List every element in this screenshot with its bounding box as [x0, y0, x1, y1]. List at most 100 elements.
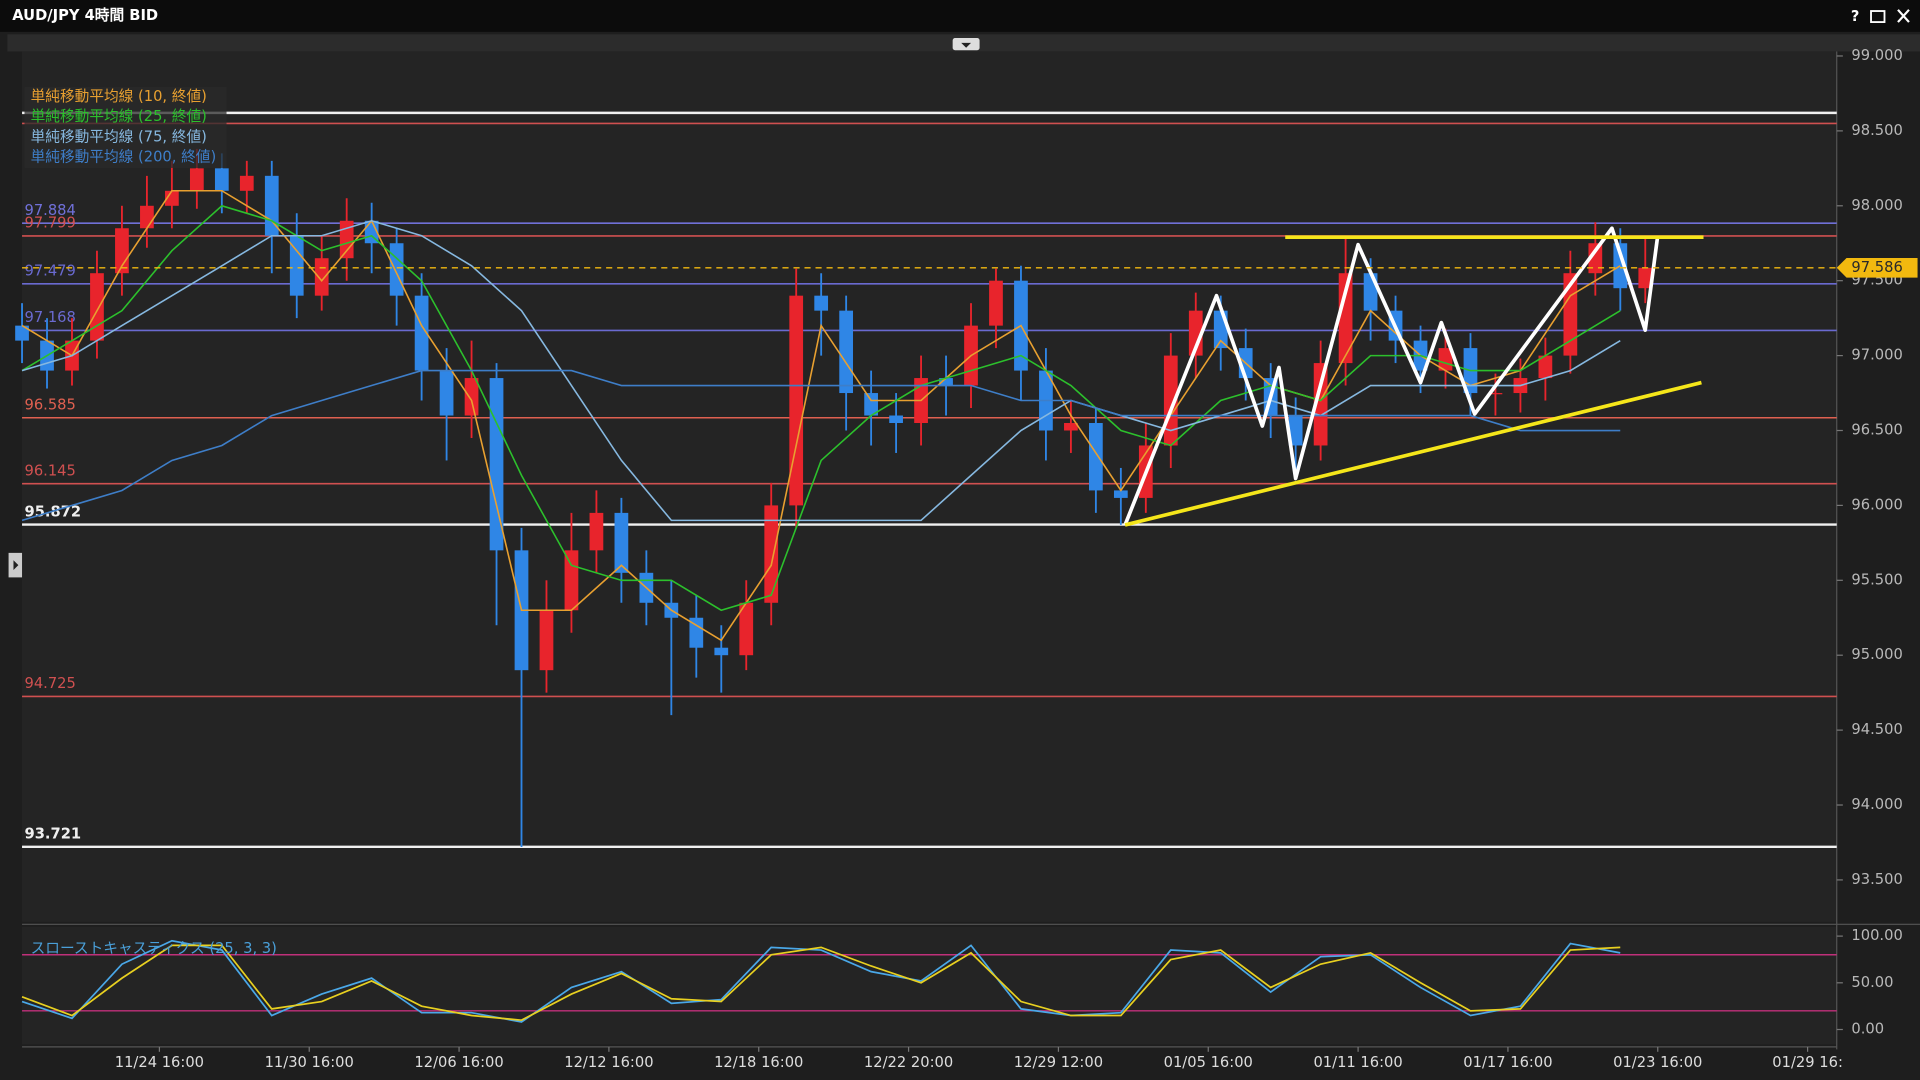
maximize-button[interactable] — [1870, 10, 1886, 23]
trend-drawing — [1124, 380, 1702, 527]
stoch-plot-bg — [22, 926, 1837, 1045]
level-label: 96.145 — [24, 462, 75, 479]
y-tick-label: 94.500 — [1851, 721, 1902, 738]
stoch-title: スローストキャスティクス (25, 3, 3) — [31, 940, 277, 957]
candle-body — [464, 378, 479, 416]
candle-body — [1538, 355, 1553, 379]
x-tick-label: 11/24 16:00 — [115, 1054, 204, 1071]
level-label: 97.168 — [24, 309, 75, 326]
help-button[interactable]: ? — [1851, 8, 1860, 25]
legend-entry: 単純移動平均線 (25, 終値) — [31, 108, 207, 125]
y-tick-label: 95.500 — [1851, 571, 1902, 588]
candle-body — [1089, 423, 1103, 491]
legend-entry: 単純移動平均線 (10, 終値) — [31, 88, 207, 105]
candle-body — [1338, 273, 1353, 364]
x-tick-label: 01/23 16:00 — [1613, 1054, 1702, 1071]
candle-body — [1588, 243, 1603, 274]
y-tick-label: 94.000 — [1851, 796, 1902, 813]
x-tick-label: 12/22 20:00 — [864, 1054, 953, 1071]
stoch-line — [21, 939, 1621, 1023]
candle-body — [90, 273, 104, 341]
legend-entry: 単純移動平均線 (75, 終値) — [31, 128, 207, 145]
candle-body — [764, 505, 779, 603]
candle-body — [239, 175, 254, 191]
candle-body — [614, 512, 629, 573]
level-label: 93.721 — [24, 826, 81, 843]
candle-body — [489, 378, 504, 551]
x-tick-label: 12/29 12:00 — [1014, 1054, 1103, 1071]
candle-body — [264, 175, 279, 236]
candle-body — [1188, 310, 1203, 356]
candle-body — [289, 235, 304, 296]
candle-body — [1638, 267, 1653, 289]
title-bar — [0, 0, 1920, 32]
y-tick-label: 0.00 — [1851, 1021, 1884, 1038]
candle-body — [140, 205, 154, 229]
candle-body — [189, 168, 204, 191]
y-tick-label: 96.000 — [1851, 496, 1902, 513]
level-label: 97.884 — [24, 202, 75, 219]
y-tick-label: 96.500 — [1851, 421, 1902, 438]
moving-average — [21, 189, 1621, 642]
candle-body — [839, 310, 854, 394]
moving-average — [21, 219, 1621, 522]
collapse-icon — [961, 42, 972, 48]
x-tick-label: 12/12 16:00 — [564, 1054, 653, 1071]
y-tick-label: 50.00 — [1851, 974, 1893, 991]
candle-body — [214, 168, 229, 191]
stoch-line — [21, 944, 1621, 1022]
y-tick-label: 97.000 — [1851, 347, 1902, 364]
candle-body — [15, 325, 29, 341]
moving-average — [21, 204, 1621, 612]
x-tick-label: 01/11 16:00 — [1313, 1054, 1402, 1071]
y-tick-label: 98.000 — [1851, 197, 1902, 214]
x-tick-label: 01/29 16: — [1772, 1054, 1843, 1071]
candle-body — [989, 280, 1003, 326]
side-toggle-icon — [13, 560, 19, 571]
y-tick-label: 95.000 — [1851, 646, 1902, 663]
candle-body — [539, 610, 554, 671]
window-title: AUD/JPY 4時間 BID — [12, 6, 158, 24]
candle-body — [314, 258, 329, 296]
level-label: 97.799 — [24, 215, 75, 232]
moving-average — [21, 369, 1621, 522]
candle-body — [1288, 415, 1303, 446]
legend-bg — [24, 87, 227, 168]
candle-body — [939, 378, 953, 386]
candle-body — [439, 370, 454, 416]
candle-body — [1064, 423, 1078, 431]
candle-body — [689, 617, 704, 648]
candle-body — [1488, 393, 1503, 395]
candle-body — [814, 295, 829, 311]
x-tick-label: 12/18 16:00 — [714, 1054, 803, 1071]
last-price-label: 97.586 — [1851, 259, 1902, 276]
legend-entry: 単純移動平均線 (200, 終値) — [31, 149, 217, 166]
level-label: 97.479 — [24, 263, 75, 280]
candle-body — [389, 243, 404, 296]
candle-body — [1113, 490, 1128, 498]
candle-body — [714, 647, 729, 656]
main-plot-bg — [22, 51, 1837, 922]
candle-body — [589, 512, 604, 551]
trend-drawing — [1123, 226, 1660, 526]
candle-body — [564, 550, 579, 611]
level-label: 96.585 — [24, 396, 75, 413]
x-tick-label: 01/05 16:00 — [1164, 1054, 1253, 1071]
candle-body — [414, 295, 429, 371]
y-tick-label: 99.000 — [1851, 47, 1902, 64]
x-tick-label: 12/06 16:00 — [414, 1054, 503, 1071]
candle-body — [789, 295, 804, 506]
candle-body — [739, 602, 754, 656]
candle-body — [889, 415, 903, 424]
y-tick-label: 98.500 — [1851, 122, 1902, 139]
close-button[interactable] — [1897, 9, 1910, 23]
candle-body — [864, 393, 878, 416]
candle-body — [1613, 243, 1628, 289]
x-tick-label: 11/30 16:00 — [265, 1054, 354, 1071]
y-tick-label: 100.00 — [1851, 927, 1902, 944]
last-price-tag — [1836, 258, 1918, 278]
y-tick-label: 93.500 — [1851, 871, 1902, 888]
candle-body — [339, 220, 354, 259]
candle-body — [1313, 363, 1328, 446]
